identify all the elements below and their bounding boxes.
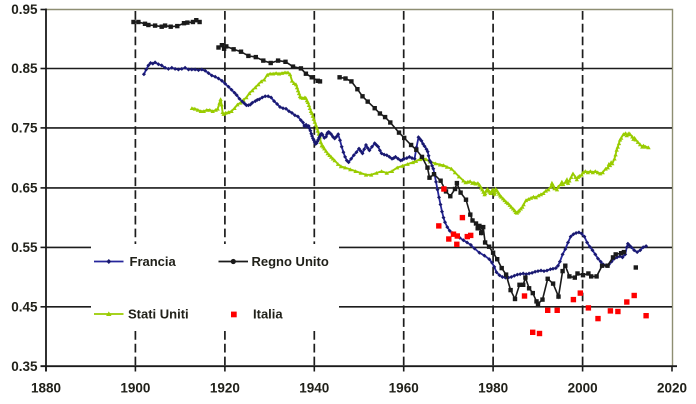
- svg-text:Francia: Francia: [130, 254, 177, 269]
- svg-text:0.35: 0.35: [11, 359, 38, 374]
- svg-text:1960: 1960: [389, 381, 419, 396]
- svg-text:0.85: 0.85: [11, 61, 38, 76]
- svg-text:2020: 2020: [657, 381, 687, 396]
- svg-text:0.75: 0.75: [11, 121, 38, 136]
- svg-text:0.65: 0.65: [11, 181, 38, 196]
- svg-text:Regno Unito: Regno Unito: [252, 254, 329, 269]
- svg-text:Italia: Italia: [253, 307, 283, 322]
- svg-text:1940: 1940: [299, 381, 329, 396]
- svg-text:1980: 1980: [478, 381, 508, 396]
- svg-text:2000: 2000: [568, 381, 598, 396]
- svg-text:1920: 1920: [210, 381, 240, 396]
- svg-text:1900: 1900: [120, 381, 150, 396]
- svg-text:0.45: 0.45: [11, 300, 38, 315]
- svg-text:Stati Uniti: Stati Uniti: [128, 307, 189, 322]
- svg-text:0.55: 0.55: [11, 240, 38, 255]
- svg-text:1880: 1880: [31, 381, 61, 396]
- svg-text:0.95: 0.95: [11, 2, 38, 17]
